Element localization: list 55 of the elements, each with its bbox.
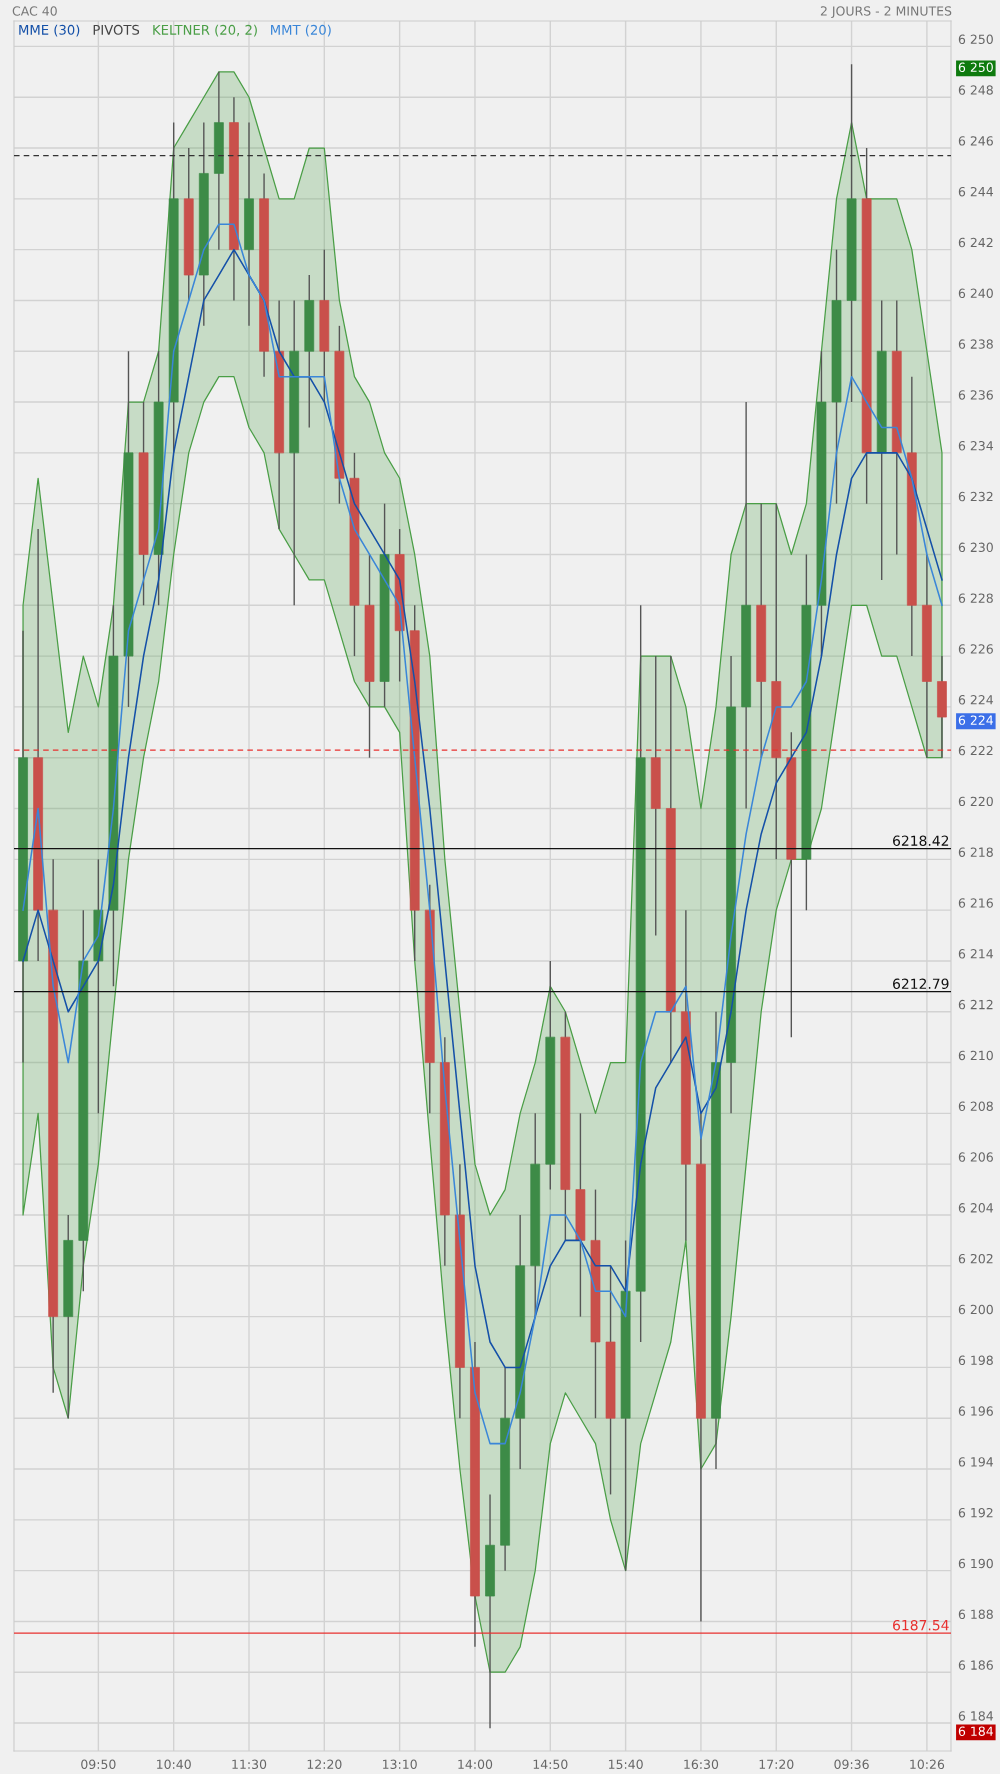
y-tick-label: 6 192 (958, 1507, 993, 1518)
ref-line-label: 6212.79 (893, 978, 949, 989)
y-tick-label: 6 224 (958, 695, 994, 705)
text: 2 JOURS - 2 MINUTES (820, 6, 952, 18)
y-tick-label: 6 234 (958, 440, 994, 451)
x-tick-label: 10:26 (910, 1759, 945, 1770)
text: MMT (20) (271, 24, 331, 37)
y-tick-label: 6 218 (958, 847, 993, 857)
x-tick-label: 11:30 (232, 1759, 267, 1770)
y-tick-label: 6 244 (958, 186, 994, 197)
y-tick-label: 6 196 (958, 1406, 993, 1416)
y-tick-label: 6 250 (958, 34, 993, 44)
y-tick-label: 6 186 (958, 1660, 993, 1670)
y-tick-label: 6 216 (958, 898, 993, 908)
y-tick-label: 6 226 (958, 644, 993, 654)
text: MME (30) (19, 24, 80, 37)
y-tick-label: 6 240 (958, 288, 993, 299)
y-tick-label: 6 188 (958, 1609, 993, 1620)
y-tick-label: 6 232 (958, 491, 993, 502)
x-tick-label: 16:30 (684, 1759, 719, 1770)
y-tick-label: 6 198 (958, 1355, 993, 1365)
chart-title: CAC 40 (12, 6, 57, 16)
y-tick-label: 6 200 (958, 1304, 993, 1315)
x-tick-label: 13:10 (383, 1759, 417, 1770)
x-tick-label: 14:00 (458, 1759, 493, 1770)
y-tick-label: 6 212 (958, 999, 993, 1010)
y-tick-label: 6 222 (958, 745, 993, 756)
y-tick-label: 6 236 (958, 390, 993, 400)
y-tick-label: 6 210 (958, 1050, 993, 1061)
x-tick-label: 10:40 (157, 1759, 191, 1770)
x-tick-label: 09:36 (834, 1759, 869, 1770)
y-tick-label: 6 248 (958, 85, 993, 95)
annotation: PIVOTS (93, 24, 140, 35)
legend-label: KELTNER (20, 2) (153, 24, 257, 37)
y-tick-label: 6 194 (958, 1457, 994, 1467)
x-tick-label: 12:20 (307, 1759, 342, 1770)
y-tick-label: 6 220 (958, 796, 993, 807)
y-tick-label: 6 238 (958, 339, 993, 349)
y-tick-label: 6 228 (958, 593, 993, 603)
y-tick-label: 6 204 (958, 1203, 994, 1213)
ref-line-label: 6218.42 (893, 835, 949, 846)
y-tick-label: 6 202 (958, 1253, 993, 1264)
y-tick-label: 6 184 (958, 1711, 994, 1721)
x-tick-label: 09:50 (81, 1759, 116, 1770)
y-tick-label: 6 190 (958, 1558, 993, 1569)
y-tick-label: 6 214 (958, 949, 994, 959)
x-tick-label: 17:20 (759, 1759, 794, 1770)
y-tick-label: 6 208 (958, 1101, 993, 1111)
y-tick-label: 6 242 (958, 237, 993, 248)
ref-line-label: 6187.54 (893, 1619, 949, 1631)
x-tick-label: 15:40 (608, 1759, 643, 1770)
y-tick-label: 6 230 (958, 542, 993, 553)
x-tick-label: 14:50 (533, 1759, 568, 1770)
y-tick-label: 6 246 (958, 136, 993, 146)
y-tick-label: 6 206 (958, 1152, 993, 1162)
